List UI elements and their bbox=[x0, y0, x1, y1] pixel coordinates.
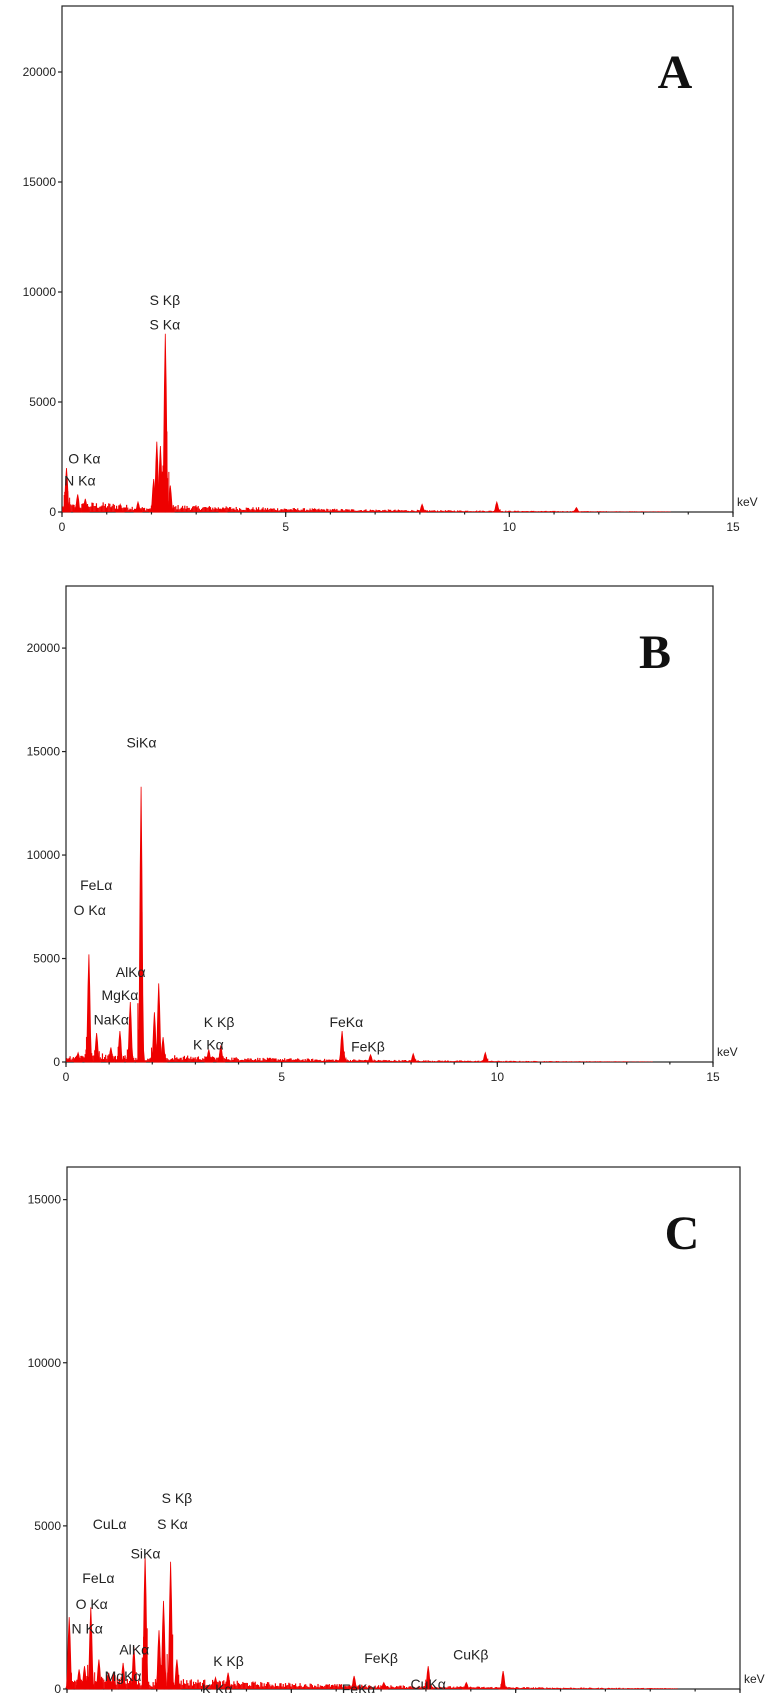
x-axis-label: keV bbox=[737, 495, 758, 509]
y-tick-label: 10000 bbox=[23, 285, 57, 299]
x-axis-label: keV bbox=[717, 1045, 738, 1059]
x-axis-label: keV bbox=[744, 1672, 765, 1686]
y-tick-label: 10000 bbox=[28, 1356, 62, 1370]
peak-label: FeKα bbox=[329, 1014, 363, 1030]
peak-label: MgKα bbox=[105, 1668, 142, 1684]
panel-c: 051015050001000015000keVCS KβS KαCuLαSiK… bbox=[28, 1166, 765, 1693]
peak-label: FeLα bbox=[80, 877, 112, 893]
spectrum-peak bbox=[337, 1030, 347, 1063]
peak-label: SiKα bbox=[127, 734, 157, 750]
y-tick-label: 15000 bbox=[27, 745, 61, 759]
spectrum-peak bbox=[204, 1049, 214, 1063]
x-tick-label: 10 bbox=[503, 520, 517, 534]
peak-label: FeKβ bbox=[351, 1039, 385, 1055]
peak-label: S Kβ bbox=[150, 292, 181, 308]
peak-label: N Kα bbox=[71, 1621, 102, 1637]
peak-label: FeKβ bbox=[364, 1650, 398, 1666]
peak-label: AlKα bbox=[119, 1642, 149, 1658]
spectrum-peak bbox=[379, 1681, 389, 1690]
peak-label: K Kα bbox=[202, 1681, 233, 1693]
peak-label: K Kβ bbox=[204, 1014, 235, 1030]
peak-label: O Kα bbox=[76, 1596, 108, 1612]
peak-label: CuLα bbox=[93, 1516, 127, 1532]
panel-b: 0 5 10 15 0 5000 10000 15000 20000 keV B SiKα FeLα O … bbox=[27, 585, 738, 1084]
x-tick-label: 10 bbox=[491, 1070, 505, 1084]
peak-label: FeLα bbox=[82, 1570, 114, 1586]
peak-label: S Kβ bbox=[162, 1490, 193, 1506]
y-tick-label: 0 bbox=[53, 1055, 60, 1069]
panel-letter: A bbox=[658, 46, 693, 99]
spectrum-peak bbox=[172, 1659, 182, 1690]
plot-frame bbox=[66, 1166, 741, 1690]
y-tick-label: 5000 bbox=[34, 1519, 61, 1533]
plot-frame bbox=[65, 585, 714, 1063]
peak-label: O Kα bbox=[74, 902, 106, 918]
panel-letter: B bbox=[639, 626, 671, 679]
peak-label: FeKα bbox=[342, 1681, 376, 1693]
peak-label: O Kα bbox=[68, 451, 100, 467]
peak-label: K Kβ bbox=[213, 1653, 244, 1669]
peak-label: CuKβ bbox=[453, 1647, 488, 1663]
spectrum-continuum bbox=[62, 502, 671, 512]
spectrum-peak bbox=[61, 467, 71, 513]
y-tick-label: 10000 bbox=[27, 848, 61, 862]
peak-label: SiKα bbox=[131, 1546, 161, 1562]
peak-label: S Kα bbox=[150, 316, 181, 332]
y-tick-label: 20000 bbox=[27, 641, 61, 655]
x-tick-label: 5 bbox=[278, 1070, 285, 1084]
peak-label: AlKα bbox=[116, 964, 146, 980]
peak-label: MgKα bbox=[101, 987, 138, 1003]
y-tick-label: 5000 bbox=[33, 952, 60, 966]
spectrum-peak bbox=[115, 1030, 125, 1063]
y-tick-label: 15000 bbox=[28, 1193, 62, 1207]
x-tick-label: 15 bbox=[706, 1070, 720, 1084]
y-tick-label: 20000 bbox=[23, 65, 57, 79]
y-tick-label: 0 bbox=[54, 1682, 61, 1693]
spectrum-peak bbox=[64, 1617, 74, 1690]
spectrum-peak bbox=[498, 1671, 508, 1690]
peak-label: K Kα bbox=[193, 1037, 224, 1053]
x-tick-label: 0 bbox=[59, 520, 66, 534]
y-tick-label: 5000 bbox=[29, 395, 56, 409]
spectrum-peak bbox=[158, 1037, 168, 1063]
x-tick-label: 15 bbox=[726, 520, 740, 534]
panel-a: 0 5 10 15 0 5000 10000 15000 20000 keV A S Kβ S Kα O … bbox=[23, 5, 758, 534]
panel-letter: C bbox=[665, 1207, 700, 1260]
peak-label: NaKα bbox=[94, 1012, 129, 1028]
y-tick-label: 15000 bbox=[23, 175, 57, 189]
peak-label: S Kα bbox=[157, 1516, 188, 1532]
spectrum-peak bbox=[211, 1676, 220, 1690]
plot-frame bbox=[61, 5, 734, 513]
x-tick-label: 5 bbox=[282, 520, 289, 534]
y-tick-label: 0 bbox=[49, 505, 56, 519]
peak-label: CuKα bbox=[411, 1676, 446, 1692]
peak-label: N Kα bbox=[64, 473, 95, 489]
x-tick-label: 0 bbox=[63, 1070, 70, 1084]
